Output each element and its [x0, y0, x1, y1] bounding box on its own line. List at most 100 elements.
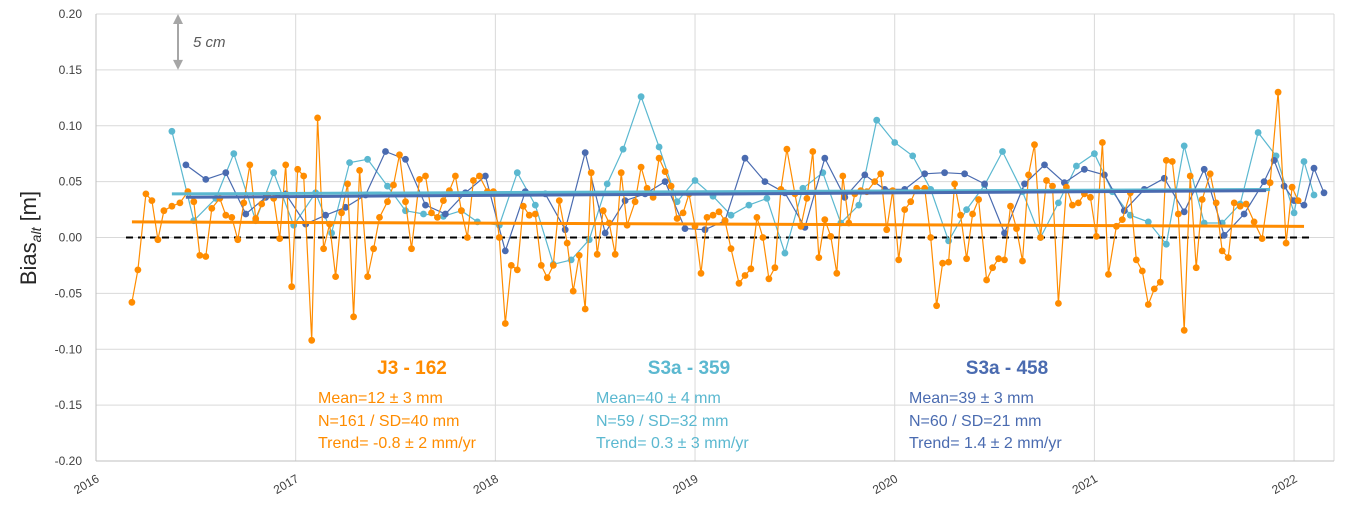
- data-point: [382, 148, 389, 155]
- data-point: [741, 154, 749, 162]
- data-point: [1162, 157, 1170, 164]
- data-point: [981, 180, 988, 188]
- data-point: [396, 151, 403, 159]
- data-point: [833, 269, 841, 277]
- data-point: [364, 155, 371, 163]
- data-point: [957, 211, 964, 219]
- data-point: [673, 215, 681, 222]
- data-point: [759, 234, 767, 241]
- scale-bar-arrow-down-icon: [173, 59, 183, 70]
- data-point: [1168, 158, 1176, 165]
- data-point: [346, 159, 353, 167]
- data-point: [883, 226, 891, 234]
- data-point: [655, 154, 663, 162]
- data-point: [593, 250, 601, 258]
- data-point: [821, 154, 829, 162]
- data-point: [300, 172, 308, 180]
- data-point: [721, 217, 729, 225]
- data-point: [402, 198, 409, 206]
- data-point: [975, 196, 982, 203]
- data-point: [470, 177, 477, 184]
- data-point: [861, 171, 869, 179]
- data-point: [983, 276, 990, 284]
- data-point: [1274, 88, 1282, 96]
- x-tick-label: 2021: [1070, 471, 1100, 497]
- data-point: [599, 207, 607, 215]
- y-axis-label: Biasalt [m]: [16, 191, 44, 285]
- data-point: [581, 305, 589, 313]
- annotation-s3a-458: S3a - 458 Mean=39 ± 3 mm N=60 / SD=21 mm…: [909, 358, 1062, 452]
- data-point: [160, 207, 168, 215]
- data-point: [809, 148, 817, 155]
- data-point: [408, 245, 415, 253]
- data-point: [575, 252, 583, 259]
- data-point: [482, 172, 489, 180]
- data-point: [1290, 209, 1298, 217]
- data-point: [703, 214, 711, 221]
- data-point: [476, 172, 483, 180]
- data-point: [621, 197, 629, 205]
- data-point: [442, 210, 449, 218]
- x-tick-label: 2022: [1269, 471, 1299, 497]
- data-point: [402, 207, 409, 215]
- data-point: [452, 172, 459, 180]
- data-point: [531, 210, 539, 218]
- data-point: [655, 143, 663, 151]
- data-point: [1300, 201, 1308, 209]
- data-point: [709, 211, 717, 219]
- x-tick-label: 2017: [271, 471, 301, 497]
- y-tick-label: 0.10: [59, 119, 83, 133]
- data-point: [1310, 164, 1318, 172]
- data-point: [1144, 218, 1152, 226]
- data-point: [681, 225, 689, 233]
- data-point: [1075, 199, 1082, 207]
- data-point: [390, 181, 397, 189]
- data-point: [753, 214, 761, 221]
- y-tick-label: 0.15: [59, 63, 83, 77]
- data-point: [1186, 172, 1194, 180]
- data-point: [1220, 231, 1228, 239]
- data-point: [1156, 278, 1164, 286]
- series-line: [171, 94, 1315, 266]
- data-point: [1254, 129, 1262, 136]
- data-point: [230, 150, 238, 158]
- data-point: [320, 245, 327, 253]
- data-point: [1282, 239, 1290, 247]
- data-point: [1073, 162, 1080, 170]
- data-point: [1310, 191, 1318, 199]
- data-point: [999, 148, 1006, 155]
- annotation-count-sd: N=59 / SD=32 mm: [596, 413, 729, 430]
- data-point: [637, 93, 645, 101]
- data-point: [464, 234, 471, 241]
- data-point: [585, 236, 593, 244]
- data-point: [134, 266, 142, 274]
- x-axis-ticks: 2016 2017 2018 2019 2020 2021 2022: [71, 471, 1299, 497]
- series-s3a-359: [168, 93, 1318, 268]
- data-point: [168, 127, 176, 135]
- x-tick-label: 2018: [471, 471, 501, 497]
- data-point: [128, 298, 136, 306]
- data-point: [781, 249, 789, 257]
- y-tick-label: -0.20: [55, 454, 83, 468]
- annotation-mean: Mean=40 ± 4 mm: [596, 390, 721, 407]
- annotation-trend: Trend= 1.4 ± 2 mm/yr: [909, 435, 1062, 452]
- data-point: [1206, 170, 1214, 178]
- annotation-trend: Trend= 0.3 ± 3 mm/yr: [596, 435, 749, 452]
- x-tick-label: 2016: [71, 471, 101, 497]
- annotation-title: S3a - 359: [648, 358, 730, 379]
- data-point: [961, 170, 968, 178]
- data-point: [763, 195, 771, 202]
- data-point: [1055, 300, 1062, 307]
- data-point: [338, 209, 345, 217]
- data-point: [1180, 326, 1188, 334]
- data-point: [815, 254, 823, 261]
- data-point: [1200, 165, 1208, 173]
- annotation-count-sd: N=60 / SD=21 mm: [909, 413, 1042, 430]
- data-point: [1180, 142, 1188, 150]
- data-point: [222, 211, 230, 219]
- annotation-mean: Mean=39 ± 3 mm: [909, 390, 1034, 407]
- data-point: [1320, 189, 1328, 197]
- data-point: [611, 250, 619, 258]
- annotation-title: S3a - 458: [966, 358, 1048, 379]
- data-point: [246, 161, 254, 169]
